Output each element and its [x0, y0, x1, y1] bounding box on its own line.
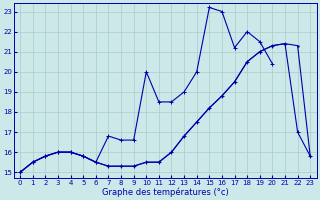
X-axis label: Graphe des températures (°c): Graphe des températures (°c) [102, 187, 228, 197]
